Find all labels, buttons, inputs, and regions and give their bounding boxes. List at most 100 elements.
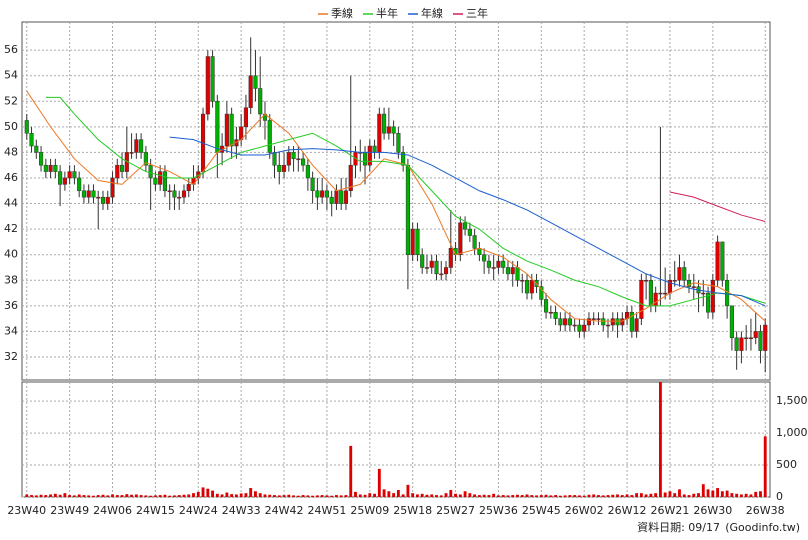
y-tick-label: 40 [4, 248, 18, 261]
volume-bar [673, 493, 677, 497]
volume-bar [301, 495, 305, 497]
candle-body [377, 113, 382, 153]
candle-body [129, 152, 134, 154]
volume-bar [187, 494, 191, 497]
volume-bar [230, 494, 234, 497]
x-tick-label: 25W27 [436, 504, 475, 517]
candle-body [81, 190, 86, 198]
candle-body [520, 280, 525, 282]
candle-body [100, 196, 106, 204]
volume-bar [44, 495, 48, 497]
candle-body [729, 305, 734, 339]
candle-body [205, 56, 210, 115]
candle-body [439, 273, 444, 276]
candle-body [686, 280, 692, 287]
candle-body [62, 177, 67, 185]
candle-body [634, 318, 639, 332]
candle-body [596, 318, 601, 320]
volume-bar [296, 495, 300, 497]
volume-bar [601, 495, 605, 497]
candle-body [277, 164, 282, 172]
volume-bar [692, 493, 696, 497]
volume-bar [506, 495, 510, 497]
candle-body [153, 177, 158, 185]
volume-bar [363, 494, 367, 497]
candle-body [753, 331, 758, 339]
volume-tick-label: 500 [776, 458, 797, 471]
x-tick-label: 25W18 [393, 504, 432, 517]
volume-bar [420, 493, 424, 497]
volume-bar [254, 491, 257, 497]
candle-body [472, 235, 477, 249]
candle-body [53, 164, 58, 172]
candle-body [281, 164, 287, 172]
volume-bar [258, 493, 262, 497]
candle-body [706, 292, 711, 313]
candle-body [563, 318, 568, 326]
volume-bar [730, 493, 734, 497]
volume-bar [539, 495, 543, 497]
candle-body [305, 164, 310, 179]
volume-tick-label: 1,000 [776, 426, 808, 439]
candle-body [610, 318, 615, 326]
volume-bar [449, 489, 453, 497]
volume-bar [115, 495, 119, 497]
candle-body [424, 267, 430, 269]
candle-body [467, 228, 472, 236]
volume-bar [739, 494, 743, 497]
volume-bar [468, 493, 472, 497]
candle-body [48, 164, 53, 172]
volume-bar [206, 488, 210, 497]
candle-body [334, 190, 339, 204]
volume-bar [658, 382, 662, 497]
x-tick-label: 24W15 [136, 504, 175, 517]
candle-body [405, 164, 410, 255]
candle-body [510, 267, 515, 275]
volume-bar [678, 489, 681, 497]
volume-bar [582, 495, 586, 497]
x-tick-label: 24W06 [93, 504, 132, 517]
volume-bar [158, 495, 162, 497]
volume-bar [344, 495, 348, 497]
legend-label: 半年 [376, 6, 398, 20]
candle-body [320, 190, 325, 198]
volume-bar [377, 468, 381, 497]
volume-bar [630, 495, 634, 497]
candle-body [329, 196, 334, 204]
candle-body [86, 190, 91, 198]
volume-bar [416, 494, 419, 497]
candle-body [143, 152, 148, 166]
candle-body [486, 260, 491, 268]
volume-bar [387, 491, 391, 497]
volume-bar [720, 491, 724, 497]
ma-line [45, 96, 766, 307]
volume-bar [277, 495, 281, 497]
candle-body [43, 164, 48, 172]
x-tick-label: 24W42 [265, 504, 304, 517]
candle-body [215, 101, 220, 153]
volume-bar [444, 493, 448, 497]
volume-bar [120, 495, 124, 497]
volume-bar [192, 493, 195, 497]
candle-body [758, 331, 763, 351]
volume-bar [716, 488, 720, 497]
volume-bar [354, 491, 357, 497]
volume-bar [196, 491, 200, 497]
volume-bar [177, 495, 181, 497]
candle-body [367, 145, 372, 166]
candle-body [58, 171, 63, 185]
volume-bar [754, 491, 758, 497]
volume-bar [492, 493, 496, 497]
candle-body [615, 318, 620, 326]
candle-body [96, 196, 101, 199]
volume-bar [368, 493, 372, 497]
volume-bar [215, 493, 219, 497]
volume-bar [411, 493, 415, 497]
volume-bar [592, 494, 596, 497]
candle-body [482, 254, 487, 262]
candle-body [629, 311, 634, 332]
footer-source: (Goodinfo.tw) [725, 521, 800, 534]
candle-body [601, 318, 606, 326]
volume-bar [39, 494, 43, 497]
